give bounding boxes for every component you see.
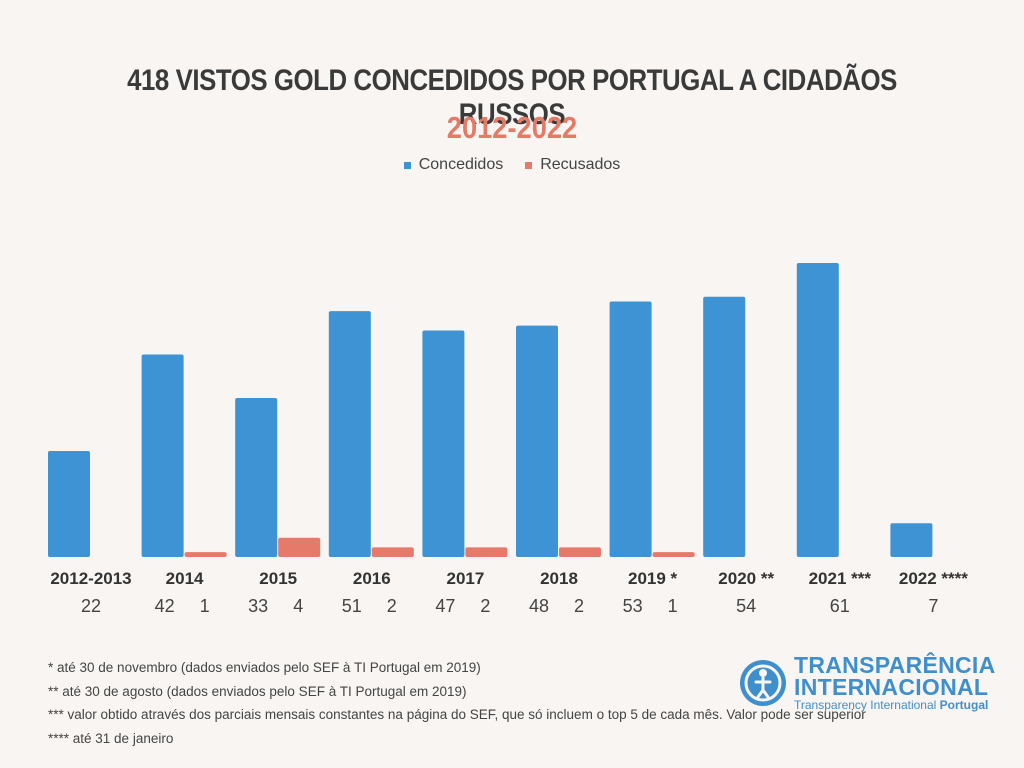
bar-recusados-5 <box>559 547 601 557</box>
bar-concedidos-5 <box>516 325 558 557</box>
bar-recusados-4 <box>465 547 508 557</box>
legend-item-concedidos: Concedidos <box>403 156 504 174</box>
globe-person-icon <box>740 660 786 706</box>
bar-concedidos-8 <box>796 262 839 557</box>
bar-concedidos-1 <box>141 354 184 557</box>
category-label-8: 2021 *** <box>809 569 872 588</box>
footnote-1: * até 30 de novembro (dados enviados pel… <box>48 660 481 675</box>
bar-concedidos-7 <box>703 296 746 557</box>
value-label-recusados-5: 2 <box>574 596 584 616</box>
logo-line-3b: Portugal <box>939 698 989 712</box>
category-label-6: 2019 * <box>628 569 678 588</box>
bar-recusados-2 <box>278 537 321 557</box>
bar-recusados-3 <box>371 547 414 557</box>
value-label-recusados-6: 1 <box>668 596 678 616</box>
bar-recusados-6 <box>652 552 695 557</box>
value-label-concedidos-4: 47 <box>435 596 455 616</box>
logo-text: TRANSPARÊNCIA INTERNACIONAL Transparency… <box>794 652 996 713</box>
category-label-1: 2014 <box>166 569 204 588</box>
category-label-5: 2018 <box>540 569 578 588</box>
footnote-4: **** até 31 de janeiro <box>48 730 174 746</box>
value-label-recusados-4: 2 <box>480 596 490 616</box>
value-label-concedidos-1: 42 <box>155 596 175 616</box>
category-label-3: 2016 <box>353 569 391 588</box>
logo-line-1: TRANSPARÊNCIA <box>794 652 996 678</box>
value-label-concedidos-8: 61 <box>830 596 850 616</box>
logo-line-3a: Transparency International <box>794 698 937 712</box>
bar-concedidos-0 <box>48 450 90 557</box>
bar-concedidos-4 <box>422 330 465 557</box>
category-label-0: 2012-2013 <box>50 569 131 588</box>
category-label-9: 2022 **** <box>899 569 968 588</box>
chart-subtitle: 2012-2022 <box>446 110 578 145</box>
category-label-7: 2020 ** <box>718 569 774 588</box>
value-label-concedidos-2: 33 <box>248 596 268 616</box>
legend-label-concedidos: Concedidos <box>418 156 504 173</box>
value-label-concedidos-9: 7 <box>928 596 938 616</box>
legend-item-recusados: Recusados <box>525 156 620 174</box>
legend-swatch-recusados <box>525 161 533 169</box>
bar-concedidos-3 <box>328 311 371 557</box>
legend-label-recusados: Recusados <box>540 156 621 173</box>
value-label-concedidos-0: 22 <box>81 596 101 616</box>
value-label-recusados-1: 1 <box>200 596 210 616</box>
value-label-concedidos-5: 48 <box>529 596 549 616</box>
bar-concedidos-9 <box>890 523 933 557</box>
logo: TRANSPARÊNCIA INTERNACIONAL Transparency… <box>740 654 996 712</box>
value-label-recusados-2: 4 <box>293 596 303 616</box>
logo-line-3: Transparency International Portugal <box>794 698 996 712</box>
chart-title: 418 VISTOS GOLD CONCEDIDOS POR PORTUGAL … <box>127 64 897 131</box>
legend-swatch-concedidos <box>403 161 411 169</box>
value-label-recusados-3: 2 <box>387 596 397 616</box>
footnotes: * até 30 de novembro (dados enviados pel… <box>48 656 866 750</box>
footnote-3: *** valor obtido através dos parciais me… <box>48 707 866 722</box>
footnote-2: ** até 30 de agosto (dados enviados pelo… <box>48 683 467 699</box>
bar-concedidos-2 <box>235 397 278 557</box>
category-label-2: 2015 <box>259 569 297 588</box>
legend: Concedidos Recusados <box>0 156 1024 174</box>
bar-concedidos-6 <box>609 301 652 557</box>
bar-recusados-1 <box>184 552 227 557</box>
value-label-concedidos-3: 51 <box>342 596 362 616</box>
logo-line-2: INTERNACIONAL <box>794 674 989 700</box>
value-label-concedidos-7: 54 <box>736 596 756 616</box>
value-label-concedidos-6: 53 <box>623 596 643 616</box>
category-label-4: 2017 <box>446 569 484 588</box>
